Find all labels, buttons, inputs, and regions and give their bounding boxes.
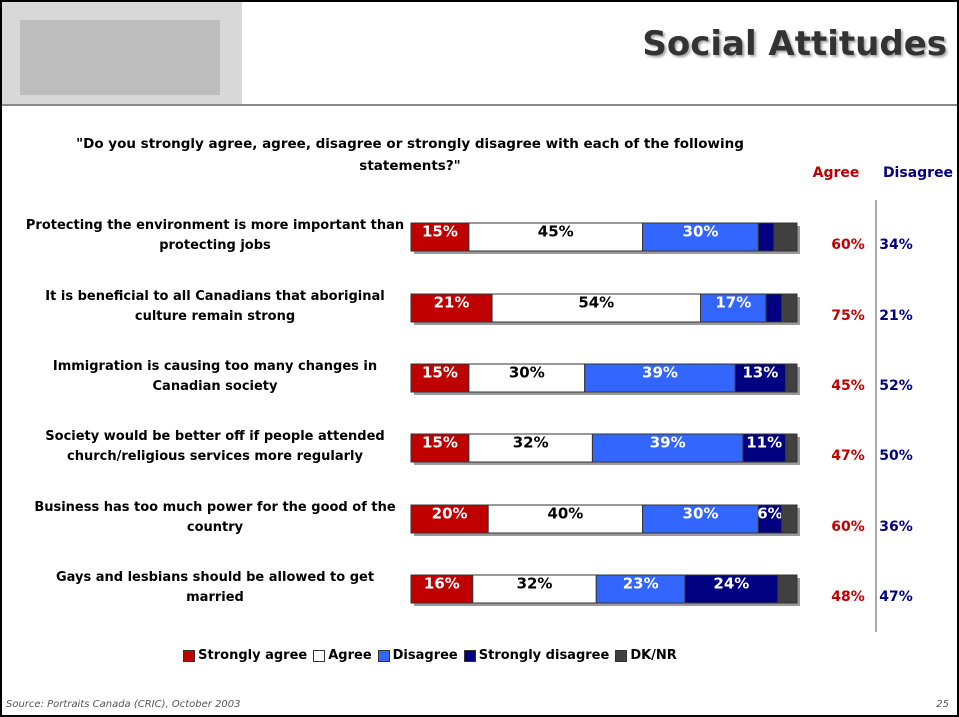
bar-segment <box>742 433 786 463</box>
legend-item: Disagree <box>377 648 458 663</box>
bar-segment <box>784 363 798 393</box>
question: "Do you strongly agree, agree, disagree … <box>76 136 744 174</box>
legend-item: Strongly disagree <box>463 648 610 663</box>
slide-title: Social Attitudes <box>642 24 947 64</box>
building-photo-detail <box>20 20 220 95</box>
segment-label: 11% <box>746 434 782 452</box>
category-label: Business has too much power for the good… <box>34 500 396 535</box>
bar-segment <box>472 574 597 604</box>
category-label: Gays and lesbians should be allowed to g… <box>55 570 375 605</box>
segment-label: 17% <box>715 294 751 312</box>
segment-label: 40% <box>547 505 583 523</box>
bar-segment <box>784 433 798 463</box>
totals-header: Agree <box>813 165 860 181</box>
category-label: Society would be better off if people at… <box>45 429 385 464</box>
bar-segment <box>410 222 470 252</box>
total-value: 60% <box>831 237 865 253</box>
segment-label: 16% <box>424 575 460 593</box>
legend-label: Strongly disagree <box>478 648 610 663</box>
segment-label: 39% <box>650 434 686 452</box>
segment-label: 15% <box>422 223 458 241</box>
segment-label: 30% <box>683 223 719 241</box>
bar-segment <box>781 293 798 323</box>
bar-segment <box>595 574 686 604</box>
total-value: 36% <box>879 519 913 535</box>
segment-label: 45% <box>538 223 574 241</box>
totals-header: Disagree <box>883 165 953 181</box>
total-value: 47% <box>879 589 913 605</box>
segment-label: 32% <box>517 575 553 593</box>
legend-swatch <box>615 649 628 662</box>
bar-segment <box>410 363 470 393</box>
bar-segment <box>773 222 798 252</box>
segment-label: 13% <box>742 364 778 382</box>
segment-label: 32% <box>513 434 549 452</box>
source: Source: Portraits Canada (CRIC), October… <box>6 699 241 710</box>
segment-label: 21% <box>434 294 470 312</box>
bar-segment <box>410 574 474 604</box>
bar-segment <box>777 574 798 604</box>
legend-label: DK/NR <box>630 648 677 663</box>
total-value: 48% <box>831 589 865 605</box>
category-label: Immigration is causing too many changes … <box>52 359 378 394</box>
segment-label: 23% <box>623 575 659 593</box>
bar-segment <box>410 293 493 323</box>
segment-label: 6% <box>757 505 782 523</box>
legend-swatch <box>377 649 390 662</box>
legend-swatch <box>183 649 196 662</box>
segment-label: 20% <box>432 505 468 523</box>
legend-item: Agree <box>313 648 372 663</box>
legend: Strongly agree Agree Disagree Strongly disa… <box>0 648 860 663</box>
bar-segment <box>684 574 779 604</box>
legend-item: DK/NR <box>615 648 677 663</box>
total-value: 52% <box>879 378 913 394</box>
legend-label: Agree <box>328 648 372 663</box>
segment-label: 54% <box>578 294 614 312</box>
legend-swatch <box>463 649 476 662</box>
total-value: 45% <box>831 378 865 394</box>
segment-label: 24% <box>713 575 749 593</box>
legend-swatch <box>313 649 326 662</box>
total-value: 50% <box>879 448 913 464</box>
bar-segment <box>757 222 775 252</box>
bar-segment <box>487 504 644 534</box>
legend-label: Strongly agree <box>198 648 308 663</box>
segment-label: 39% <box>642 364 678 382</box>
total-value: 34% <box>879 237 913 253</box>
bar-segment <box>591 433 744 463</box>
segment-label: 15% <box>422 434 458 452</box>
category-label: Protecting the environment is more impor… <box>25 218 405 253</box>
total-value: 21% <box>879 308 913 324</box>
bar-segment <box>781 504 798 534</box>
total-value: 60% <box>831 519 865 535</box>
bar-segment <box>468 363 586 393</box>
bar-segment <box>584 363 736 393</box>
total-value: 75% <box>831 308 865 324</box>
bar-segment <box>468 433 593 463</box>
legend-item: Strongly agree <box>183 648 307 663</box>
total-value: 47% <box>831 448 865 464</box>
segment-label: 30% <box>509 364 545 382</box>
bar-segment <box>642 222 759 252</box>
page-number: 25 <box>936 699 949 710</box>
bar-segment <box>734 363 786 393</box>
category-label: It is beneficial to all Canadians that a… <box>45 289 385 324</box>
legend-label: Disagree <box>392 648 458 663</box>
segment-label: 30% <box>683 505 719 523</box>
segment-label: 15% <box>422 364 458 382</box>
bar-segment <box>765 293 783 323</box>
